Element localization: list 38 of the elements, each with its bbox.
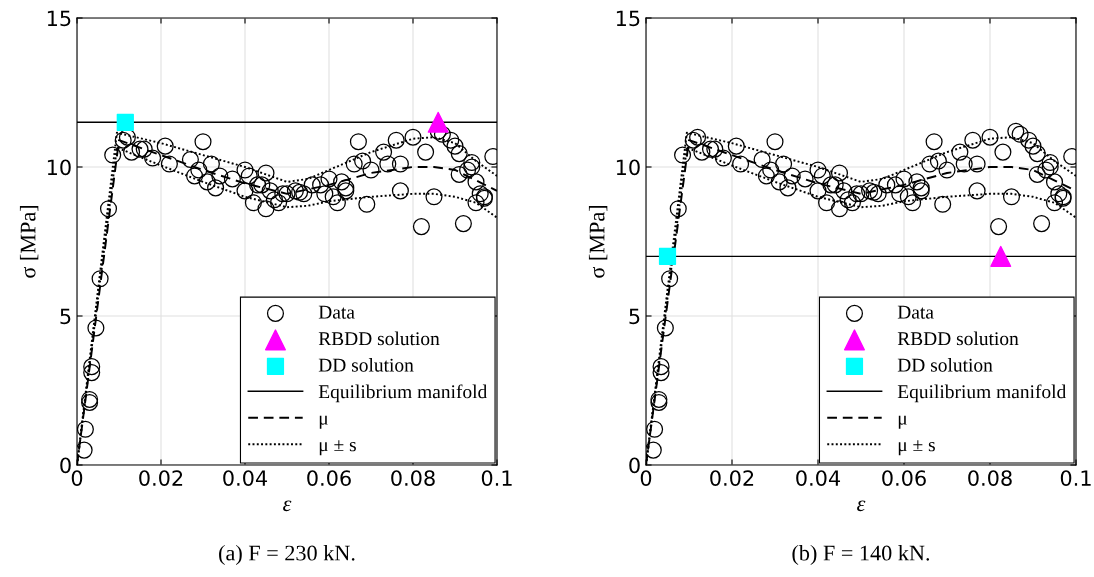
legend-label: DD solution	[897, 358, 993, 372]
legend-label: μ	[898, 415, 907, 429]
x-tick-label: 0.08	[968, 470, 1012, 486]
legend-label: μ ± s	[319, 440, 356, 456]
legend-label: DD solution	[318, 358, 414, 372]
legend-label: Data	[897, 305, 934, 319]
x-axis-title: ε	[857, 500, 866, 512]
x-tick-label: 0.06	[882, 470, 926, 486]
x-tick-label: 0.1	[1060, 470, 1091, 486]
legend-label: Equilibrium manifold	[897, 384, 1067, 403]
legend-label: RBDD solution	[897, 331, 1019, 346]
y-tick-label: 5	[60, 308, 71, 325]
y-axis-title: σ [MPa]	[19, 205, 39, 278]
y-tick-label: 15	[616, 10, 640, 27]
legend-label: Data	[318, 305, 355, 319]
x-tick-label: 0	[71, 470, 83, 486]
y-tick-label: 0	[60, 457, 71, 474]
x-tick-label: 0.02	[710, 470, 754, 486]
legend-label: Equilibrium manifold	[318, 384, 488, 403]
legend-label: RBDD solution	[318, 331, 440, 346]
y-axis-title: σ [MPa]	[588, 205, 608, 278]
x-axis-title: ε	[283, 500, 292, 512]
text: (a) F = 230 kN.	[219, 544, 355, 566]
legend-label: μ ± s	[898, 440, 935, 456]
y-tick-label: 10	[616, 159, 640, 176]
x-tick-label: 0.1	[481, 470, 512, 486]
x-tick-label: 0.08	[391, 470, 435, 486]
y-tick-label: 0	[629, 457, 640, 474]
x-tick-label: 0	[640, 470, 652, 486]
legend-label: μ	[319, 415, 328, 429]
y-tick-label: 15	[47, 10, 71, 27]
x-tick-label: 0.04	[796, 470, 841, 486]
x-tick-label: 0.02	[139, 470, 183, 486]
y-tick-label: 5	[629, 308, 640, 325]
y-tick-label: 10	[47, 159, 71, 176]
x-tick-label: 0.06	[307, 470, 351, 486]
x-tick-label: 0.04	[223, 470, 268, 486]
text: (b) F = 140 kN.	[792, 544, 930, 566]
